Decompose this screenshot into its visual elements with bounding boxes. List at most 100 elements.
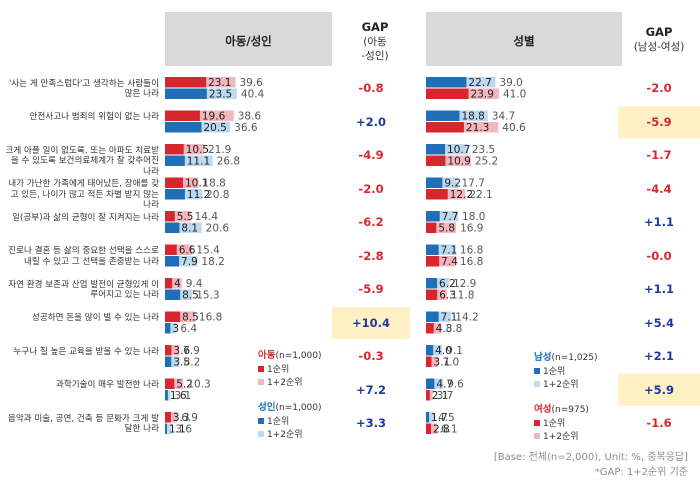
label-male-rank12: 4.5 bbox=[438, 412, 455, 424]
category-label: 진로나 결혼 등 삶의 중요한 선택을 스스로 내릴 수 있고 그 선택을 존중… bbox=[8, 246, 159, 267]
left-gap-title: GAP bbox=[361, 20, 389, 34]
label-female-rank1: 12.2 bbox=[450, 189, 473, 201]
label-female-rank12: 41.0 bbox=[503, 89, 526, 101]
bar-child-rank12 bbox=[165, 412, 178, 423]
gap-value-right: +5.9 bbox=[643, 382, 674, 397]
label-child-rank12: 38.6 bbox=[238, 111, 262, 123]
category-label: 자연 환경 보존과 산업 발전이 균형있게 이루어지고 있는 나라 bbox=[8, 279, 159, 301]
bar-female-rank1 bbox=[426, 256, 440, 267]
category-label: 음악과 미술, 공연, 건축 등 문화가 크게 발달한 나라 bbox=[7, 413, 159, 435]
legend-left-child-title: 아동(n=1,000) bbox=[258, 347, 322, 361]
legend-swatch-red-light bbox=[258, 379, 264, 385]
label-male-rank12: 9.1 bbox=[446, 345, 463, 357]
bar-child-rank12 bbox=[165, 345, 180, 356]
label-child-rank12: 21.9 bbox=[208, 144, 231, 156]
label-female-rank1: 2.1 bbox=[432, 390, 449, 402]
bar-female-rank1 bbox=[426, 122, 464, 133]
legend-male-rank12: 1+2순위 bbox=[543, 380, 579, 390]
legend-swatch-blue-dark bbox=[258, 418, 264, 424]
label-male-rank1: 4.0 bbox=[435, 345, 452, 357]
label-male-rank12: 18.0 bbox=[462, 211, 485, 223]
label-adult-rank1: 8.5 bbox=[182, 290, 199, 302]
gap-value-right: -5.9 bbox=[646, 114, 672, 129]
label-male-rank1: 10.7 bbox=[447, 144, 470, 156]
label-male-rank12: 14.2 bbox=[455, 312, 478, 324]
label-female-rank12: 22.1 bbox=[469, 189, 492, 201]
bar-child-rank12 bbox=[165, 278, 182, 289]
label-adult-rank1: 20.5 bbox=[203, 122, 226, 134]
label-female-rank12: 16.8 bbox=[460, 256, 483, 268]
gap-value-left: -2.8 bbox=[358, 248, 384, 263]
label-adult-rank1: 8.1 bbox=[181, 223, 198, 235]
bar-child-rank1 bbox=[165, 144, 184, 155]
legend-child-label: 아동 bbox=[258, 350, 276, 361]
gap-value-left: +3.3 bbox=[355, 416, 386, 430]
bar-child-rank1 bbox=[165, 110, 200, 121]
label-male-rank1: 6.2 bbox=[439, 278, 456, 290]
left-panel-header bbox=[165, 12, 332, 66]
label-female-rank1: 6.3 bbox=[439, 290, 456, 302]
label-adult-rank1: 11.1 bbox=[187, 156, 210, 168]
bar-female-rank12 bbox=[426, 323, 442, 334]
bar-adult-rank1 bbox=[165, 289, 181, 300]
bar-male-rank1 bbox=[426, 378, 435, 389]
bar-female-rank12 bbox=[426, 222, 457, 233]
label-male-rank1: 22.7 bbox=[468, 77, 491, 89]
bar-child-rank1 bbox=[165, 211, 175, 222]
legend-left-adult-r12: 1+2순위 bbox=[258, 427, 303, 440]
left-gap-sub1: (아동 bbox=[363, 36, 387, 48]
legend-male-rank1: 1순위 bbox=[543, 367, 566, 377]
label-child-rank1: 3.6 bbox=[173, 345, 190, 357]
bar-female-rank1 bbox=[426, 222, 437, 233]
bar-male-rank12 bbox=[426, 278, 449, 289]
label-male-rank1: 18.8 bbox=[461, 111, 484, 123]
bar-adult-rank12 bbox=[165, 423, 172, 434]
bar-adult-rank1 bbox=[165, 423, 167, 434]
label-female-rank12: 3.7 bbox=[437, 390, 454, 402]
legend-right-female-r12: 1+2순위 bbox=[534, 429, 579, 442]
label-male-rank1: 7.1 bbox=[441, 312, 458, 324]
bar-male-rank1 bbox=[426, 345, 434, 356]
bar-child-rank1 bbox=[165, 177, 183, 188]
bar-male-rank1 bbox=[426, 311, 439, 322]
label-adult-rank12: 36.6 bbox=[234, 122, 258, 134]
label-child-rank1: 19.6 bbox=[202, 111, 226, 123]
label-male-rank1: 4.7 bbox=[436, 379, 453, 391]
legend-female-rank12: 1+2순위 bbox=[543, 432, 579, 442]
gap-value-right: +1.1 bbox=[643, 215, 674, 229]
legend-child-rank1: 1순위 bbox=[267, 365, 290, 375]
category-label: 성공하면 돈을 많이 벌 수 있는 나라 bbox=[31, 313, 159, 323]
label-child-rank12: 39.6 bbox=[239, 77, 263, 89]
label-adult-rank12: 20.8 bbox=[206, 189, 229, 201]
bar-adult-rank1 bbox=[165, 323, 171, 334]
right-panel-title: 성별 bbox=[513, 34, 535, 48]
label-child-rank12: 10.3 bbox=[187, 379, 210, 391]
bar-female-rank1 bbox=[426, 88, 469, 99]
bar-adult-rank12 bbox=[165, 222, 202, 233]
label-male-rank12: 34.7 bbox=[492, 111, 515, 123]
gap-value-left: +2.0 bbox=[355, 114, 386, 129]
bar-adult-rank1 bbox=[165, 155, 185, 166]
legend-female-n: (n=975) bbox=[551, 405, 589, 415]
label-child-rank12: 6.9 bbox=[181, 412, 198, 424]
bar-male-rank12 bbox=[426, 345, 443, 356]
label-female-rank12: 11.8 bbox=[451, 290, 474, 302]
right-gap-title: GAP bbox=[645, 25, 673, 39]
category-label: 누구나 질 높은 교육을 받을 수 있는 나라 bbox=[13, 346, 159, 357]
category-label: 내가 가난한 가족에게 태어났든, 장애를 갖고 있든, 나이가 많고 적든 차… bbox=[8, 179, 159, 210]
bar-female-rank12 bbox=[426, 423, 437, 434]
bar-child-rank12 bbox=[165, 244, 193, 255]
label-male-rank12: 9.6 bbox=[447, 379, 464, 391]
label-adult-rank1: 3 bbox=[172, 323, 179, 335]
bar-male-rank1 bbox=[426, 77, 467, 88]
label-male-rank12: 17.7 bbox=[462, 178, 485, 190]
label-adult-rank1: 7.9 bbox=[181, 256, 198, 268]
legend-right-male-r12: 1+2순위 bbox=[534, 377, 579, 390]
legend-swatch-blue-light bbox=[534, 381, 540, 387]
category-label: 일(공부)과 삶의 균형이 잘 지켜지는 나라 bbox=[12, 212, 159, 223]
legend-swatch-red-dark bbox=[258, 366, 264, 372]
label-male-rank1: 1.7 bbox=[431, 412, 448, 424]
legend-right-female-title: 여성(n=975) bbox=[534, 401, 589, 415]
label-adult-rank12: 20.6 bbox=[206, 223, 230, 235]
label-child-rank12: 16.8 bbox=[199, 312, 222, 324]
